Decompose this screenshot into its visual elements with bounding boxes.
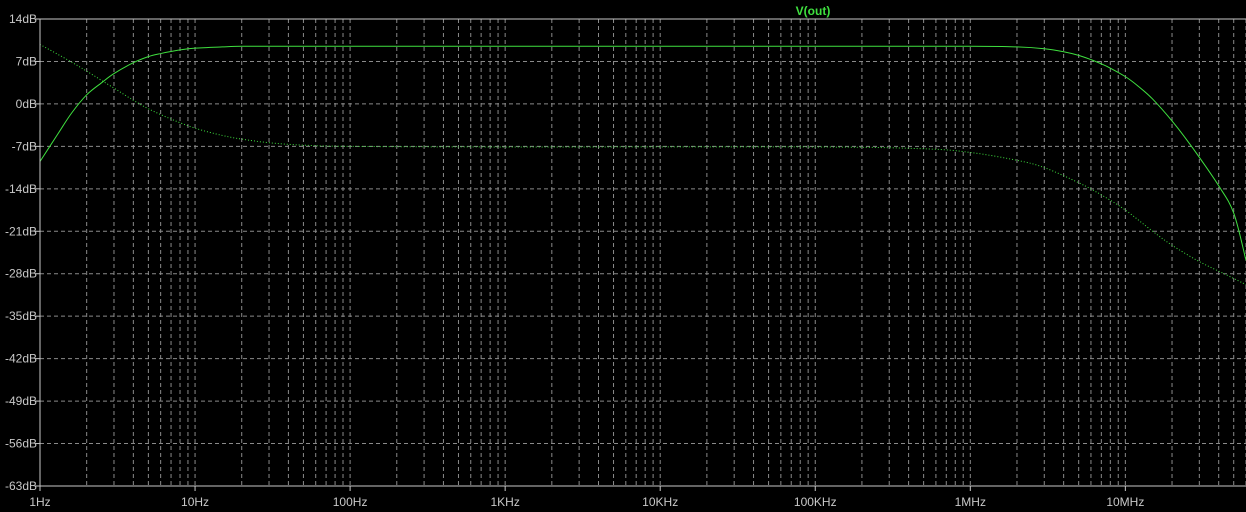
legend-label[interactable]: V(out) bbox=[796, 4, 831, 18]
y-tick-label: 14dB bbox=[9, 12, 37, 26]
y-tick-label: 7dB bbox=[16, 54, 37, 68]
x-tick-label: 100KHz bbox=[794, 495, 837, 509]
magnitude-trace[interactable] bbox=[39, 45, 1246, 261]
tick-labels: 14dB 7dB 0dB -7dB -14dB -21dB -28dB -35dB -42dB -… bbox=[5, 12, 1144, 509]
x-tick-label: 1MHz bbox=[955, 495, 986, 509]
x-tick-label: 1KHz bbox=[490, 495, 519, 509]
y-tick-label: -35dB bbox=[5, 309, 37, 323]
y-tick-label: -28dB bbox=[5, 267, 37, 281]
y-tick-label: -42dB bbox=[5, 352, 37, 366]
traces bbox=[39, 44, 1246, 286]
y-tick-label: -21dB bbox=[5, 224, 37, 238]
y-tick-label: -49dB bbox=[5, 394, 37, 408]
y-tick-label: 0dB bbox=[16, 97, 37, 111]
y-tick-label: -56dB bbox=[5, 437, 37, 451]
x-tick-label: 10MHz bbox=[1106, 495, 1144, 509]
x-tick-label: 10KHz bbox=[642, 495, 678, 509]
axes bbox=[35, 18, 1246, 491]
x-tick-label: 1Hz bbox=[29, 495, 50, 509]
y-tick-label: -7dB bbox=[12, 139, 37, 153]
y-tick-label: -14dB bbox=[5, 182, 37, 196]
x-tick-label: 100Hz bbox=[333, 495, 368, 509]
y-tick-label: -63dB bbox=[5, 479, 37, 493]
x-tick-label: 10Hz bbox=[181, 495, 209, 509]
